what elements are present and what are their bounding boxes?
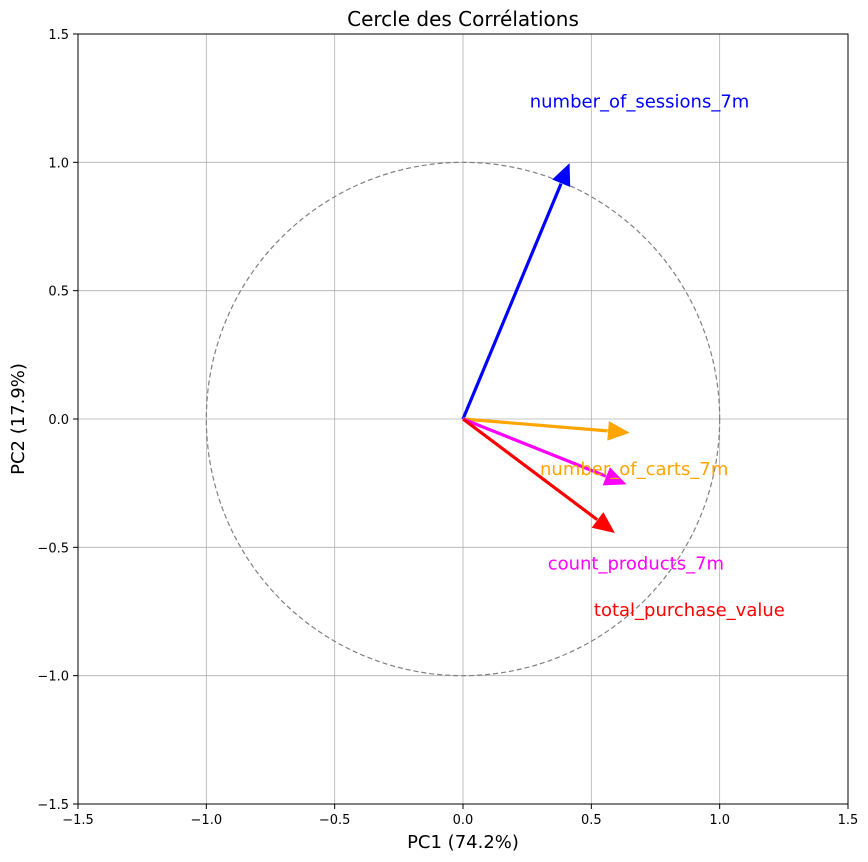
- x-tick-label: 0.5: [581, 813, 602, 828]
- vector-labels: number_of_sessions_7m number_of_carts_7mc…: [530, 92, 785, 621]
- vector-shaft: [462, 417, 599, 521]
- chart-title: Cercle des Corrélations: [347, 7, 579, 31]
- x-tick-label: −1.0: [191, 813, 223, 828]
- unit-circle-layer: [205, 161, 721, 677]
- vector-shaft: [461, 183, 563, 420]
- vector-label-2: number_of_carts_7m: [540, 459, 728, 480]
- ticks: −1.5 −1.0 −0.5 0.0 0.5 1.0 1.5 −1.5 −1.0 −0.5 0.0 0…: [37, 28, 858, 828]
- y-tick-label: 1.5: [48, 28, 69, 43]
- vector-shaft: [462, 417, 607, 478]
- x-axis-title: PC1 (74.2%): [407, 832, 519, 853]
- x-tick-label: 1.5: [838, 813, 859, 828]
- vector-arrow-2: [462, 417, 630, 441]
- y-tick-label: −1.0: [37, 670, 69, 685]
- y-tick-label: 0.5: [48, 285, 69, 300]
- y-tick-label: −0.5: [37, 541, 69, 556]
- x-tick-label: 0.0: [453, 813, 474, 828]
- vector-head: [591, 512, 615, 533]
- x-tick-label: −1.5: [62, 813, 94, 828]
- vector-label-1: number_of_sessions_7m: [530, 92, 750, 113]
- vector-shaft: [462, 417, 608, 433]
- unit-circle: [205, 161, 721, 677]
- x-tick-label: 1.0: [709, 813, 730, 828]
- vector-arrow-3: [462, 417, 627, 486]
- vectors: [461, 163, 630, 533]
- vector-arrow-1: [461, 163, 571, 420]
- y-tick-label: 1.0: [48, 156, 69, 171]
- y-axis-title: PC2 (17.9%): [8, 363, 29, 475]
- vector-label-4: total_purchase_value: [594, 600, 785, 621]
- x-tick-label: −0.5: [319, 813, 351, 828]
- vector-head: [552, 163, 571, 187]
- vector-head: [602, 467, 627, 486]
- y-tick-label: 0.0: [48, 413, 69, 428]
- vector-arrow-4: [462, 417, 615, 533]
- y-tick-label: −1.5: [37, 798, 69, 813]
- vector-label-3: count_products_7m: [548, 554, 724, 575]
- vector-head: [607, 421, 630, 441]
